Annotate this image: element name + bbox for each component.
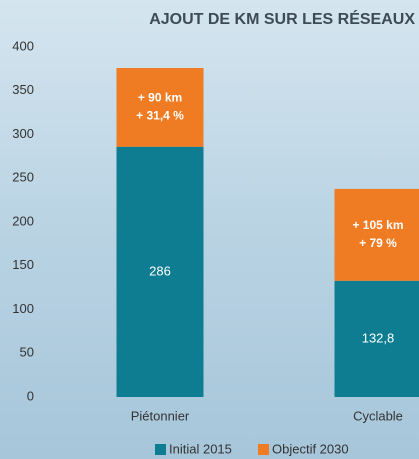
- chart: AJOUT DE KM SUR LES RÉSEAUX 0 50 100 150 200…: [0, 0, 419, 459]
- chart-title: AJOUT DE KM SUR LES RÉSEAUX: [149, 9, 415, 28]
- page: {"chart_data": {"type": "stacked-bar", "…: [0, 0, 419, 459]
- y-tick-label: 0: [27, 388, 34, 403]
- y-tick-label: 250: [12, 170, 34, 185]
- legend-swatch: [258, 444, 269, 455]
- value-label: 132,8: [362, 330, 395, 345]
- bar-segment: [117, 68, 204, 147]
- y-tick-label: 300: [12, 126, 34, 141]
- y-tick-label: 400: [12, 38, 34, 53]
- x-tick-label: Cyclable: [353, 408, 403, 423]
- value-label: + 105 km: [352, 218, 403, 232]
- legend-label: Initial 2015: [169, 441, 232, 456]
- percent-label: + 31,4 %: [136, 109, 184, 123]
- y-tick-label: 150: [12, 257, 34, 272]
- y-tick-label: 200: [12, 213, 34, 228]
- y-tick-label: 50: [20, 345, 34, 360]
- y-tick-label: 100: [12, 301, 34, 316]
- x-tick-label: Piétonnier: [131, 408, 190, 423]
- value-label: 286: [149, 263, 171, 278]
- legend-swatch: [155, 444, 166, 455]
- bar-segment: [335, 189, 419, 281]
- y-tick-label: 350: [12, 82, 34, 97]
- legend-label: Objectif 2030: [272, 441, 349, 456]
- percent-label: + 79 %: [359, 236, 397, 250]
- value-label: + 90 km: [138, 91, 182, 105]
